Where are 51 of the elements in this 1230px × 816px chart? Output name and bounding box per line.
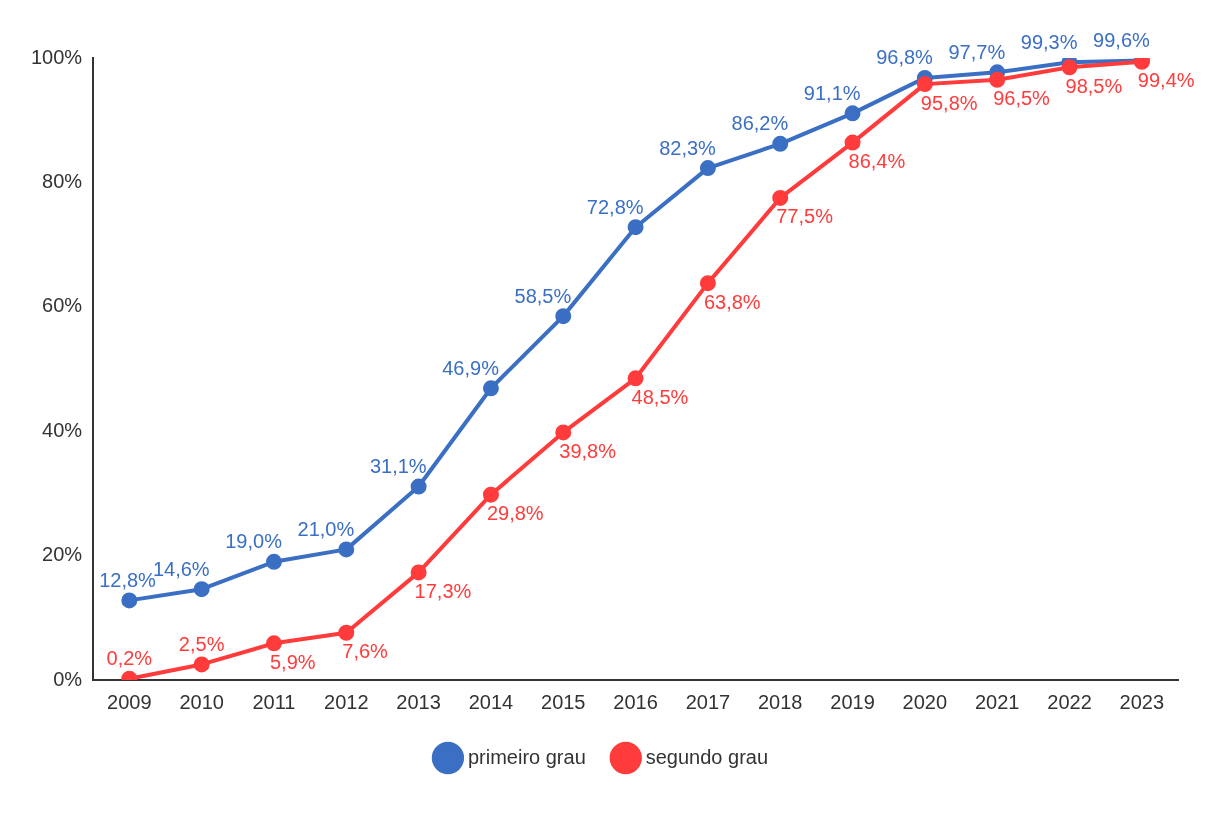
y-tick-label: 60%: [42, 294, 83, 317]
y-tick-label: 80%: [42, 169, 83, 192]
data-label: 19,0%: [225, 530, 283, 553]
data-label: 48,5%: [631, 385, 689, 408]
data-label: 7,6%: [342, 640, 389, 663]
x-tick-label: 2017: [685, 690, 731, 713]
x-tick-label: 2012: [324, 690, 369, 713]
data-label: 63,8%: [703, 290, 761, 313]
y-tick-label: 40%: [42, 418, 83, 441]
data-label: 97,7%: [948, 40, 1006, 63]
data-label: 95,8%: [920, 91, 978, 114]
data-label: 39,8%: [559, 439, 617, 462]
x-tick-label: 2023: [1119, 690, 1165, 713]
y-tick-label: 100%: [31, 45, 83, 68]
legend-label: segundo grau: [645, 745, 769, 768]
data-label: 0,2%: [106, 647, 153, 670]
x-tick-label: 2015: [541, 690, 586, 713]
data-label: 99,6%: [1093, 29, 1151, 51]
data-label: 31,1%: [369, 455, 427, 478]
data-label: 2,5%: [178, 632, 225, 655]
data-label: 86,2%: [731, 112, 789, 135]
x-tick-label: 2022: [1047, 690, 1092, 713]
y-tick-label: 0%: [53, 667, 83, 690]
x-tick-label: 2021: [974, 690, 1020, 713]
data-label: 99,4%: [1137, 69, 1195, 92]
data-label: 5,9%: [269, 650, 316, 673]
x-tick-label: 2019: [830, 690, 875, 713]
x-tick-label: 2014: [468, 690, 514, 713]
data-label: 82,3%: [659, 136, 717, 159]
data-label: 29,8%: [486, 502, 544, 525]
data-label: 98,5%: [1065, 74, 1123, 97]
data-label: 72,8%: [586, 195, 644, 218]
x-tick-label: 2009: [107, 690, 152, 713]
data-label: 17,3%: [414, 579, 472, 602]
legend-label: primeiro grau: [467, 745, 586, 768]
x-tick-label: 2010: [179, 690, 224, 713]
data-label: 96,8%: [876, 46, 934, 69]
data-label: 96,5%: [993, 87, 1051, 110]
data-label: 99,3%: [1020, 30, 1078, 53]
data-label: 77,5%: [776, 205, 834, 228]
y-tick-label: 20%: [42, 543, 83, 566]
data-label: 86,4%: [848, 150, 906, 173]
x-tick-label: 2020: [902, 690, 948, 713]
x-tick-label: 2018: [757, 690, 803, 713]
data-label: 58,5%: [514, 284, 572, 307]
data-label: 46,9%: [442, 356, 500, 379]
x-tick-label: 2011: [252, 690, 296, 713]
x-tick-label: 2013: [396, 690, 441, 713]
data-label: 91,1%: [803, 81, 861, 104]
x-tick-label: 2016: [613, 690, 658, 713]
data-label: 21,0%: [297, 517, 355, 540]
